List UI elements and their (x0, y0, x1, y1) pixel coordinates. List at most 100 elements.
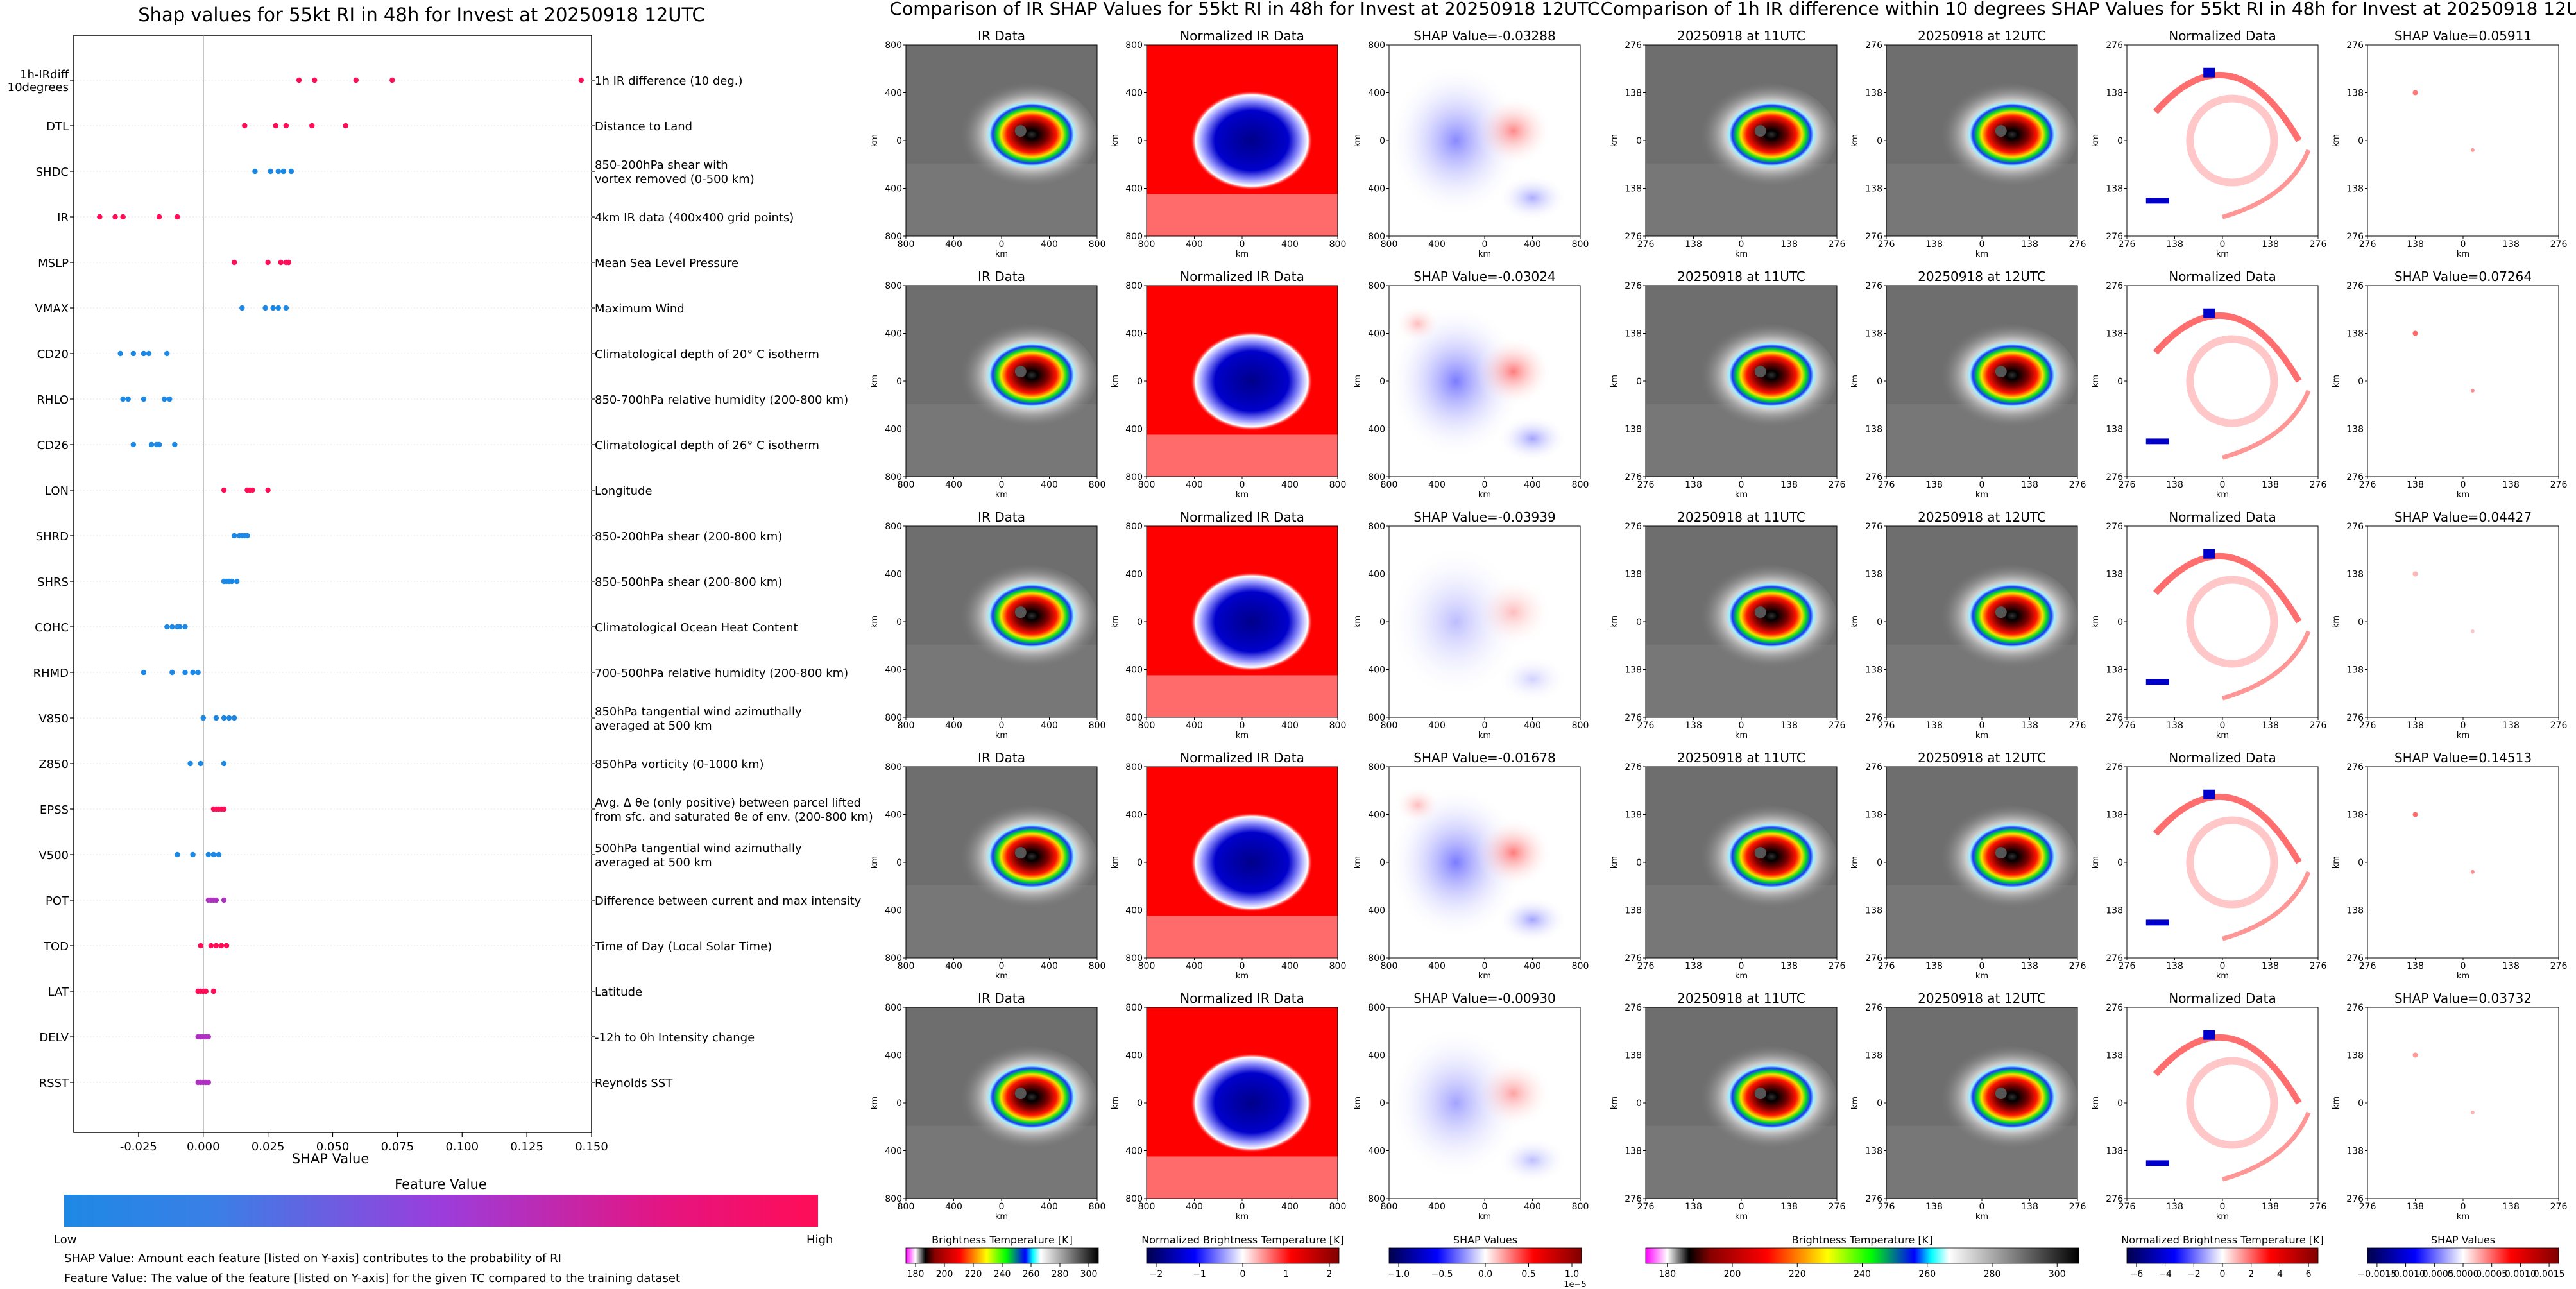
shap-point (120, 214, 126, 220)
x-tick-label: 138 (2021, 239, 2038, 250)
shapdiff-spot (2470, 1110, 2475, 1114)
colorbar-tick-label: −0.0015 (2358, 1269, 2397, 1279)
shapdiff-spot (2412, 571, 2418, 577)
panel-title: SHAP Value=0.03732 (2394, 991, 2532, 1006)
ir-eye (1995, 847, 2007, 859)
y-tick-label: 138 (1625, 906, 1642, 916)
y-tick-label: 138 (1625, 1051, 1642, 1061)
colorbar-gradient (64, 1195, 818, 1227)
y-tick-label: 400 (1125, 665, 1143, 676)
feature-name-label: SHRS (37, 576, 69, 589)
x-tick-label: 138 (2021, 1202, 2038, 1212)
y-tick-label: 400 (1125, 184, 1143, 194)
x-axis-label: km (2457, 731, 2469, 740)
y-tick-label: 138 (2106, 425, 2123, 435)
ir-storm-core (1932, 805, 2077, 912)
feature-name-label: RHMD (33, 667, 69, 680)
shap-point (223, 943, 230, 949)
shapdiff-spot (2412, 90, 2418, 96)
shap-point (288, 168, 294, 175)
x-tick-label: 138 (1780, 961, 1798, 971)
shap-point (221, 487, 227, 493)
y-tick-label: 0 (1379, 858, 1385, 868)
x-tick-label: 138 (1685, 480, 1702, 490)
x-tick-label: 138 (2166, 480, 2183, 490)
x-tick-label: 138 (2502, 480, 2520, 490)
panel-title: Normalized IR Data (1180, 269, 1304, 284)
norm-storm-core (1190, 331, 1313, 431)
norm-storm-core (1190, 90, 1313, 191)
x-tick-label: 276 (2119, 961, 2136, 971)
x-tick-label: 400 (945, 1202, 962, 1212)
y-tick-label: 400 (1125, 570, 1143, 580)
y-tick-label: 138 (2106, 1147, 2123, 1157)
x-tick-label: 800 (1572, 239, 1589, 250)
norm-lower-clouds (1147, 675, 1338, 717)
ir-eye (1014, 606, 1027, 619)
shap-point (146, 350, 152, 357)
y-axis-label: km (2091, 375, 2101, 388)
panel-title: Normalized Data (2169, 269, 2276, 284)
x-tick-label: 138 (2502, 239, 2520, 250)
colorbar-label: SHAP Values (1453, 1234, 1517, 1246)
panel-title: SHAP Value=0.14513 (2394, 750, 2532, 765)
norm-lower-clouds (1147, 434, 1338, 477)
x-axis-label: km (1478, 1212, 1491, 1222)
ir-comparison-chart: Comparison of IR SHAP Values for 55kt RI… (870, 0, 1599, 1289)
shap-positive-region (1475, 337, 1552, 406)
x-tick-label: 0 (1240, 721, 1245, 731)
y-tick-label: 0 (2358, 1098, 2364, 1109)
shap-point (200, 715, 206, 721)
shap-point (283, 123, 289, 129)
colorbar-tick-label: −0.5 (1431, 1269, 1453, 1279)
diff-negative-streak (2145, 438, 2169, 445)
x-tick-label: 800 (1329, 1202, 1347, 1212)
y-tick-label: 800 (885, 762, 902, 773)
x-tick-label: 400 (1281, 480, 1299, 490)
y-tick-label: 800 (1125, 713, 1143, 723)
ir-storm-core (951, 83, 1097, 191)
y-tick-label: 138 (1625, 425, 1642, 435)
panel-title: IR Data (978, 28, 1025, 44)
shap-summary-chart: Shap values for 55kt RI in 48h for Inves… (8, 4, 873, 1285)
colorbar-gradient (2367, 1247, 2559, 1264)
y-tick-label: 0 (1137, 858, 1143, 868)
panel-title: SHAP Value=0.05911 (2394, 28, 2532, 44)
y-tick-label: 138 (1625, 570, 1642, 580)
y-tick-label: 800 (1125, 1194, 1143, 1204)
shap-point (148, 441, 155, 448)
x-tick-label: 276 (2310, 961, 2327, 971)
shap-point (280, 168, 287, 175)
shap-positive-region (1394, 785, 1441, 824)
y-axis-label: km (870, 375, 880, 388)
y-tick-label: 400 (1125, 810, 1143, 821)
feature-name-label: V500 (38, 849, 69, 862)
shap-point (203, 988, 209, 994)
shap-point (208, 943, 214, 949)
feature-name-label: V850 (38, 712, 69, 726)
x-tick-label: 276 (2359, 239, 2376, 250)
x-tick-label: 138 (2407, 480, 2424, 490)
y-axis-label: km (1353, 615, 1363, 628)
colorbar-tick-label: 300 (2049, 1269, 2066, 1279)
y-axis-label: km (1610, 375, 1619, 388)
y-tick-label: 276 (2106, 1003, 2123, 1013)
shap-point (231, 259, 237, 266)
y-tick-label: 138 (1865, 1051, 1882, 1061)
shap-point (218, 943, 225, 949)
shap-point (275, 305, 281, 311)
y-tick-label: 400 (1125, 425, 1143, 435)
x-tick-label: 276 (2119, 721, 2136, 731)
y-tick-label: 800 (1368, 713, 1385, 723)
colorbar-gradient (2126, 1247, 2319, 1264)
y-tick-label: 400 (1368, 425, 1385, 435)
feature-desc-label: Avg. Δ θe (only positive) between parcel… (595, 796, 861, 810)
feature-desc-label: Climatological depth of 26° C isotherm (595, 439, 819, 452)
